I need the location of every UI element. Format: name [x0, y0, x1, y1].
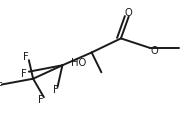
- Text: F: F: [23, 52, 29, 62]
- Text: O: O: [151, 46, 159, 56]
- Text: F: F: [0, 82, 3, 92]
- Text: F: F: [53, 85, 58, 95]
- Text: O: O: [124, 8, 132, 18]
- Text: F: F: [38, 95, 44, 105]
- Text: HO: HO: [71, 58, 86, 68]
- Text: F: F: [20, 69, 26, 79]
